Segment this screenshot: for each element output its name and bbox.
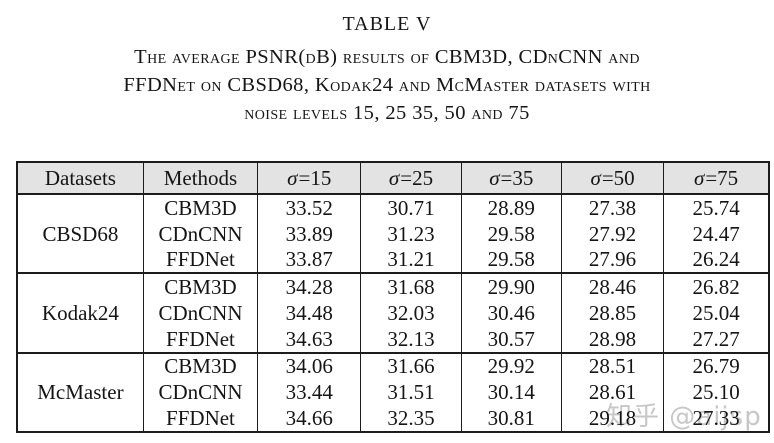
dataset-cell-kodak24: Kodak24 [16,272,144,353]
table-row: FFDNet 33.87 31.21 29.58 27.96 26.24 [17,246,770,274]
results-table: Datasets Methods σ=15 σ=25 σ=35 σ=50 σ=7… [16,161,770,433]
col-header-methods: Methods [142,162,259,195]
psnr-cell: 33.44 [257,379,362,406]
psnr-cell: 28.51 [560,351,665,380]
method-cell: FFDNet [142,325,259,353]
psnr-cell: 34.06 [257,351,362,380]
psnr-cell: 29.90 [460,272,562,301]
psnr-cell: 34.28 [257,272,362,301]
psnr-cell: 33.89 [257,220,362,247]
table-row: CDnCNN 33.89 31.23 29.58 27.92 24.47 [17,220,770,247]
caption-line: FFDNet on CBSD68, Kodak24 and McMaster d… [123,74,651,96]
method-cell: CDnCNN [142,220,259,247]
psnr-cell: 31.68 [360,272,462,301]
psnr-cell: 26.79 [663,351,770,380]
dataset-cell-cbsd68: CBSD68 [16,194,144,274]
method-cell: CBM3D [142,194,259,221]
method-cell: CDnCNN [142,379,259,406]
table-row: McMaster CBM3D 34.06 31.66 29.92 28.51 2… [16,351,770,432]
sigma-symbol: σ [693,165,705,190]
sigma-value: =15 [298,165,332,190]
psnr-cell: 30.81 [460,405,562,432]
method-cell: FFDNet [142,405,259,432]
caption-line: The average PSNR(dB) results of CBM3D, C… [134,46,640,68]
psnr-cell: 26.24 [663,246,770,274]
psnr-cell: 31.51 [360,379,462,406]
table-row: Kodak24 CBM3D 34.28 31.68 29.90 28.46 26… [16,272,770,353]
psnr-cell: 34.66 [257,405,362,432]
psnr-cell: 29.58 [460,246,562,274]
psnr-cell: 29.58 [460,220,562,247]
sigma-value: =25 [400,165,434,190]
psnr-cell: 27.96 [560,246,665,274]
method-cell: CBM3D [142,351,259,380]
sigma-symbol: σ [590,165,601,190]
psnr-cell: 28.98 [560,325,665,353]
psnr-cell: 28.46 [560,272,665,301]
psnr-cell: 33.52 [257,194,362,221]
psnr-cell: 33.87 [257,246,362,274]
psnr-cell: 34.48 [257,300,362,326]
sigma-symbol: σ [287,165,298,190]
psnr-cell: 29.92 [460,351,562,380]
table-number: TABLE V [342,13,432,35]
psnr-cell: 27.27 [663,325,770,353]
psnr-cell: 31.66 [360,351,462,380]
col-header-sigma-50: σ=50 [560,162,665,195]
psnr-cell: 28.85 [560,300,665,326]
table-caption: The average PSNR(dB) results of CBM3D, C… [0,43,774,127]
psnr-cell: 25.04 [663,300,770,326]
psnr-cell: 29.18 [560,405,665,432]
caption-line: noise levels 15, 25 35, 50 and 75 [244,102,530,124]
col-header-sigma-15: σ=15 [257,162,362,195]
psnr-cell: 32.35 [360,405,462,432]
col-header-sigma-25: σ=25 [360,162,462,195]
sigma-symbol: σ [489,165,500,190]
psnr-cell: 26.82 [663,272,770,301]
psnr-cell: 25.10 [663,379,770,406]
psnr-cell: 30.71 [360,194,462,221]
psnr-cell: 34.63 [257,325,362,353]
col-header-datasets: Datasets [16,162,144,195]
table-row: FFDNet 34.63 32.13 30.57 28.98 27.27 [17,325,770,353]
method-cell: FFDNet [142,246,259,274]
method-cell: CDnCNN [142,300,259,326]
table-row: CDnCNN 33.44 31.51 30.14 28.61 25.10 [17,379,770,406]
psnr-cell: 24.47 [663,220,770,247]
psnr-cell: 32.13 [360,325,462,353]
psnr-cell: 27.92 [560,220,665,247]
psnr-cell: 31.23 [360,220,462,247]
psnr-cell: 30.14 [460,379,562,406]
psnr-cell: 31.21 [360,246,462,274]
col-header-sigma-75: σ=75 [663,162,770,195]
method-cell: CBM3D [142,272,259,301]
sigma-value: =75 [705,165,739,190]
psnr-cell: 28.61 [560,379,665,406]
table-row: CBSD68 CBM3D 33.52 30.71 28.89 27.38 25.… [16,194,770,274]
dataset-cell-mcmaster: McMaster [16,351,144,432]
col-header-sigma-35: σ=35 [460,162,562,195]
psnr-cell: 27.38 [560,194,665,221]
psnr-cell: 28.89 [460,194,562,221]
psnr-cell: 30.57 [460,325,562,353]
sigma-symbol: σ [388,165,400,190]
psnr-cell: 30.46 [460,300,562,326]
psnr-cell: 32.03 [360,300,462,326]
paper-page: { "page": { "table_number": "TABLE V", "… [0,13,774,443]
table-row: FFDNet 34.66 32.35 30.81 29.18 27.33 [17,405,770,432]
sigma-value: =50 [601,165,635,190]
header-row: Datasets Methods σ=15 σ=25 σ=35 σ=50 σ=7… [16,162,770,195]
psnr-cell: 25.74 [663,194,770,221]
table-row: CDnCNN 34.48 32.03 30.46 28.85 25.04 [17,300,770,326]
psnr-cell: 27.33 [663,405,770,432]
sigma-value: =35 [500,165,534,190]
